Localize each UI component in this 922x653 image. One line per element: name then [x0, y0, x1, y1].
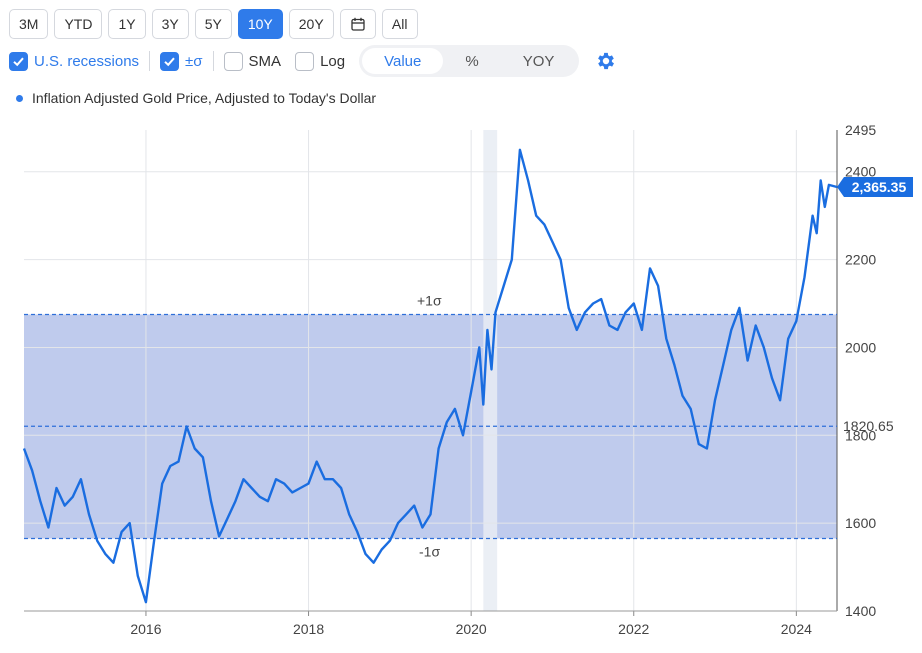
- divider: [212, 51, 214, 71]
- recession-band: [483, 130, 498, 611]
- sigma-toggle[interactable]: ±σ: [160, 51, 203, 71]
- y-tick-label: 1800: [845, 427, 876, 443]
- range-3y-button[interactable]: 3Y: [151, 9, 189, 39]
- mean-label: 1820.65: [843, 418, 894, 434]
- x-tick-label: 2020: [456, 621, 487, 637]
- mode-percent-button[interactable]: %: [465, 52, 479, 70]
- checkmark-icon: [13, 57, 24, 66]
- y-tick-label: 2495: [845, 122, 876, 138]
- range-selector: 3M YTD 1Y 3Y 5Y 10Y 20Y All: [9, 9, 418, 39]
- log-toggle[interactable]: Log: [295, 51, 346, 71]
- sma-checkbox[interactable]: [223, 51, 243, 71]
- x-tick-label: 2018: [293, 621, 324, 637]
- x-tick-label: 2024: [781, 621, 812, 637]
- mode-value-button[interactable]: Value: [362, 48, 444, 74]
- gear-icon[interactable]: [595, 50, 617, 72]
- range-10y-button[interactable]: 10Y: [237, 9, 283, 39]
- range-20y-button[interactable]: 20Y: [288, 9, 334, 39]
- last-value-label: 2,365.35: [852, 179, 907, 195]
- calendar-icon: [351, 17, 365, 31]
- plus-sigma-label: +1σ: [417, 292, 442, 308]
- sma-toggle[interactable]: SMA: [223, 51, 282, 71]
- range-1y-button[interactable]: 1Y: [108, 9, 146, 39]
- series-line-0: [22, 148, 838, 604]
- series-marker: [16, 94, 23, 102]
- y-tick-label: 1400: [845, 603, 876, 619]
- range-3m-button[interactable]: 3M: [9, 9, 49, 39]
- mode-yoy-button[interactable]: YOY: [522, 52, 555, 70]
- checkmark-icon: [164, 57, 175, 66]
- last-value-badge: [837, 176, 913, 197]
- recessions-toggle[interactable]: U.S. recessions: [9, 51, 140, 71]
- x-tick-label: 2022: [618, 621, 649, 637]
- recessions-label: U.S. recessions: [34, 52, 140, 70]
- range-ytd-button[interactable]: YTD: [54, 9, 103, 39]
- sma-label: SMA: [248, 52, 282, 70]
- x-tick-label: 2016: [130, 621, 161, 637]
- display-mode-selector: Value % YOY: [359, 45, 580, 77]
- chart-options: U.S. recessions ±σ SMA Log Value % YOY: [9, 45, 617, 77]
- y-tick-label: 1600: [845, 515, 876, 531]
- divider: [149, 51, 151, 71]
- sigma-label: ±σ: [185, 52, 203, 70]
- y-tick-label: 2200: [845, 252, 876, 268]
- chart-legend: Inflation Adjusted Gold Price, Adjusted …: [16, 90, 376, 106]
- log-label: Log: [320, 52, 346, 70]
- recessions-checkbox[interactable]: [9, 51, 28, 71]
- range-all-button[interactable]: All: [381, 9, 418, 39]
- log-checkbox[interactable]: [295, 51, 315, 71]
- sigma-checkbox[interactable]: [160, 51, 180, 71]
- series-legend-label: Inflation Adjusted Gold Price, Adjusted …: [32, 90, 377, 106]
- y-tick-label: 2000: [845, 339, 876, 355]
- y-tick-label: 2400: [845, 164, 876, 180]
- minus-sigma-label: -1σ: [419, 544, 440, 560]
- range-5y-button[interactable]: 5Y: [194, 9, 232, 39]
- custom-date-range-button[interactable]: [339, 9, 376, 39]
